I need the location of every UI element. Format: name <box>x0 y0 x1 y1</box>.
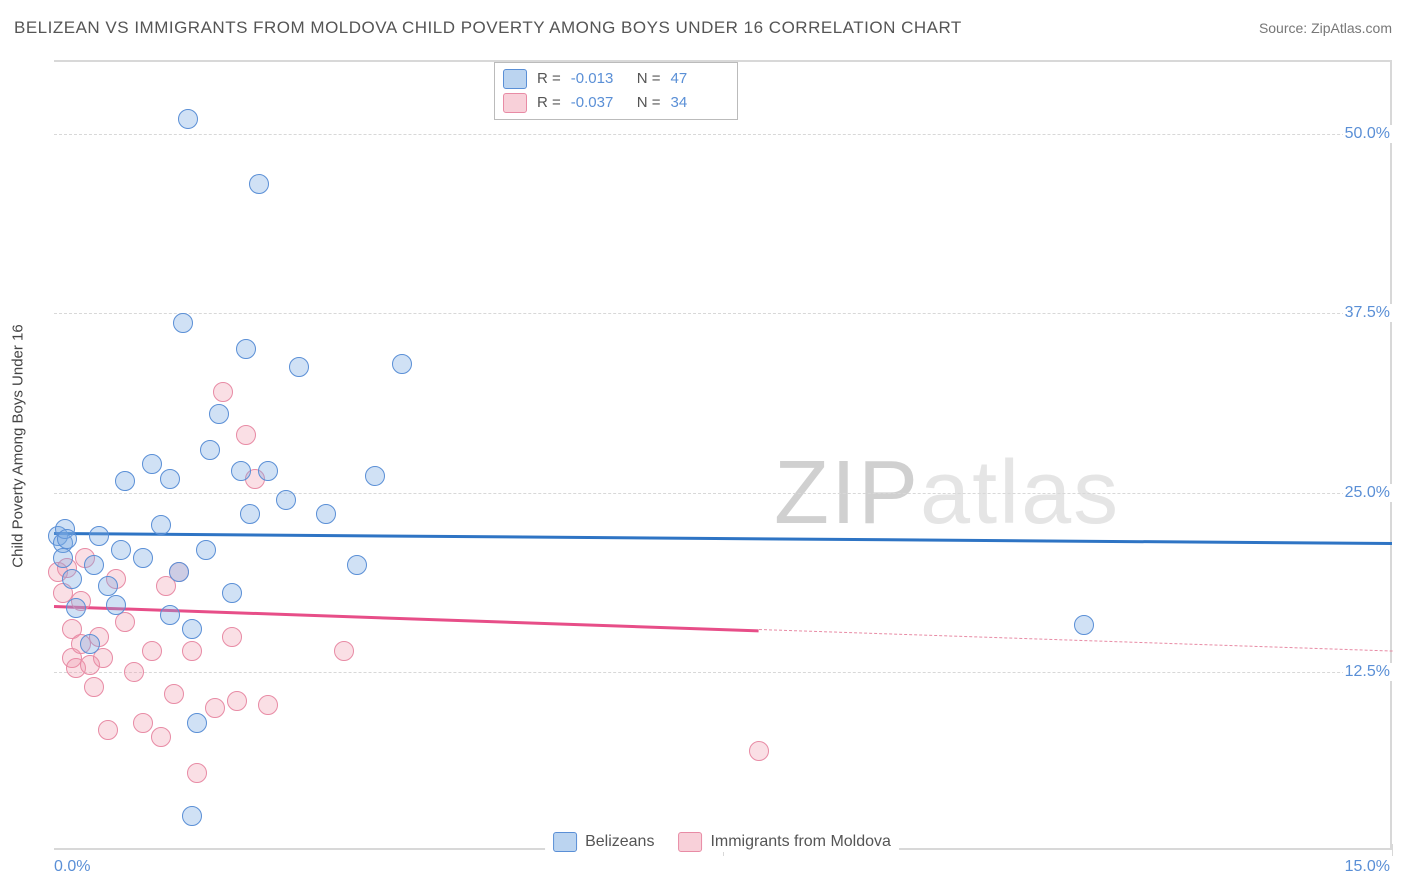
scatter-point <box>178 109 198 129</box>
scatter-point <box>62 569 82 589</box>
scatter-point <box>347 555 367 575</box>
scatter-point <box>124 662 144 682</box>
grid-line <box>54 493 1390 494</box>
n-value: 34 <box>671 91 727 115</box>
legend-item: Immigrants from Moldova <box>678 832 891 852</box>
scatter-point <box>66 598 86 618</box>
scatter-point <box>200 440 220 460</box>
scatter-point <box>133 713 153 733</box>
scatter-point <box>98 576 118 596</box>
n-label: N = <box>637 91 661 115</box>
scatter-point <box>133 548 153 568</box>
scatter-point <box>111 540 131 560</box>
n-value: 47 <box>671 67 727 91</box>
corr-row: R = -0.037 N = 34 <box>503 91 727 115</box>
scatter-point <box>276 490 296 510</box>
scatter-point <box>98 720 118 740</box>
scatter-point <box>151 515 171 535</box>
chart-title: BELIZEAN VS IMMIGRANTS FROM MOLDOVA CHIL… <box>14 18 962 38</box>
chart-header: BELIZEAN VS IMMIGRANTS FROM MOLDOVA CHIL… <box>14 18 1392 38</box>
scatter-point <box>249 174 269 194</box>
trend-line <box>759 629 1392 652</box>
scatter-point <box>53 548 73 568</box>
x-tick-mark <box>1392 844 1393 856</box>
scatter-point <box>115 471 135 491</box>
scatter-point <box>160 469 180 489</box>
r-label: R = <box>537 67 561 91</box>
r-label: R = <box>537 91 561 115</box>
scatter-point <box>182 641 202 661</box>
scatter-point <box>227 691 247 711</box>
correlation-legend: R = -0.013 N = 47 R = -0.037 N = 34 <box>494 62 738 120</box>
corr-row: R = -0.013 N = 47 <box>503 67 727 91</box>
scatter-point <box>187 713 207 733</box>
swatch-icon <box>503 93 527 113</box>
scatter-point <box>240 504 260 524</box>
series-legend: Belizeans Immigrants from Moldova <box>545 832 899 852</box>
swatch-icon <box>678 832 702 852</box>
scatter-point <box>182 806 202 826</box>
scatter-point <box>196 540 216 560</box>
swatch-icon <box>553 832 577 852</box>
scatter-point <box>749 741 769 761</box>
n-label: N = <box>637 67 661 91</box>
scatter-point <box>236 339 256 359</box>
scatter-point <box>151 727 171 747</box>
scatter-point <box>84 677 104 697</box>
scatter-point <box>231 461 251 481</box>
scatter-point <box>365 466 385 486</box>
scatter-point <box>222 627 242 647</box>
scatter-point <box>334 641 354 661</box>
scatter-point <box>84 555 104 575</box>
scatter-point <box>222 583 242 603</box>
x-tick-label: 0.0% <box>54 858 90 876</box>
scatter-point <box>173 313 193 333</box>
scatter-point <box>213 382 233 402</box>
grid-line <box>54 672 1390 673</box>
trend-line <box>54 532 1392 545</box>
scatter-point <box>142 454 162 474</box>
scatter-point <box>289 357 309 377</box>
legend-item: Belizeans <box>553 832 654 852</box>
plot-layer: 12.5%25.0%37.5%50.0%0.0%15.0% <box>54 62 1390 850</box>
scatter-point <box>209 404 229 424</box>
source-attribution: Source: ZipAtlas.com <box>1259 20 1392 36</box>
grid-line <box>54 134 1390 135</box>
x-tick-label: 15.0% <box>1345 858 1390 876</box>
legend-label: Belizeans <box>585 833 654 851</box>
scatter-point <box>142 641 162 661</box>
scatter-point <box>115 612 135 632</box>
scatter-point <box>258 695 278 715</box>
scatter-point <box>160 605 180 625</box>
scatter-point <box>1074 615 1094 635</box>
grid-line <box>54 313 1390 314</box>
y-tick-label: 12.5% <box>1343 663 1392 681</box>
y-tick-label: 25.0% <box>1343 484 1392 502</box>
legend-label: Immigrants from Moldova <box>710 833 891 851</box>
scatter-point <box>106 595 126 615</box>
scatter-point <box>57 529 77 549</box>
scatter-point <box>187 763 207 783</box>
scatter-point <box>205 698 225 718</box>
scatter-point <box>89 526 109 546</box>
scatter-point <box>182 619 202 639</box>
r-value: -0.037 <box>571 91 627 115</box>
scatter-point <box>80 634 100 654</box>
r-value: -0.013 <box>571 67 627 91</box>
scatter-point <box>169 562 189 582</box>
scatter-point <box>164 684 184 704</box>
swatch-icon <box>503 69 527 89</box>
chart-plot-area: ZIPatlas 12.5%25.0%37.5%50.0%0.0%15.0% R… <box>54 60 1392 850</box>
scatter-point <box>316 504 336 524</box>
y-axis-title: Child Poverty Among Boys Under 16 <box>10 324 27 567</box>
scatter-point <box>392 354 412 374</box>
scatter-point <box>236 425 256 445</box>
y-tick-label: 37.5% <box>1343 304 1392 322</box>
y-tick-label: 50.0% <box>1343 125 1392 143</box>
scatter-point <box>258 461 278 481</box>
